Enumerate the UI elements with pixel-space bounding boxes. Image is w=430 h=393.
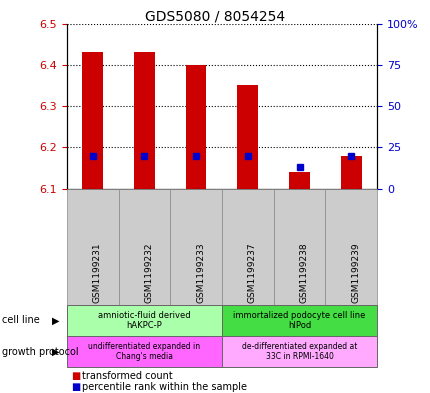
Text: de-differentiated expanded at
33C in RPMI-1640: de-differentiated expanded at 33C in RPM…	[241, 342, 356, 362]
Text: ▶: ▶	[52, 315, 60, 325]
Text: amniotic-fluid derived
hAKPC-P: amniotic-fluid derived hAKPC-P	[98, 310, 190, 330]
Bar	[185, 65, 206, 189]
Text: GSM1199233: GSM1199233	[196, 242, 205, 303]
Text: GSM1199237: GSM1199237	[247, 242, 256, 303]
Text: transformed count: transformed count	[82, 371, 172, 382]
Text: GSM1199232: GSM1199232	[144, 242, 153, 303]
Text: GSM1199239: GSM1199239	[350, 242, 359, 303]
Text: GDS5080 / 8054254: GDS5080 / 8054254	[145, 10, 285, 24]
Text: ▶: ▶	[52, 347, 60, 357]
Text: cell line: cell line	[2, 315, 40, 325]
Bar	[237, 86, 258, 189]
Bar	[134, 52, 154, 189]
Text: immortalized podocyte cell line
hIPod: immortalized podocyte cell line hIPod	[233, 310, 365, 330]
Text: ■: ■	[71, 382, 80, 393]
Text: GSM1199231: GSM1199231	[92, 242, 101, 303]
Text: percentile rank within the sample: percentile rank within the sample	[82, 382, 246, 393]
Bar	[289, 172, 309, 189]
Text: ■: ■	[71, 371, 80, 382]
Text: growth protocol: growth protocol	[2, 347, 79, 357]
Bar	[82, 52, 103, 189]
Bar	[340, 156, 361, 189]
Text: GSM1199238: GSM1199238	[299, 242, 308, 303]
Text: undifferentiated expanded in
Chang's media: undifferentiated expanded in Chang's med…	[88, 342, 200, 362]
